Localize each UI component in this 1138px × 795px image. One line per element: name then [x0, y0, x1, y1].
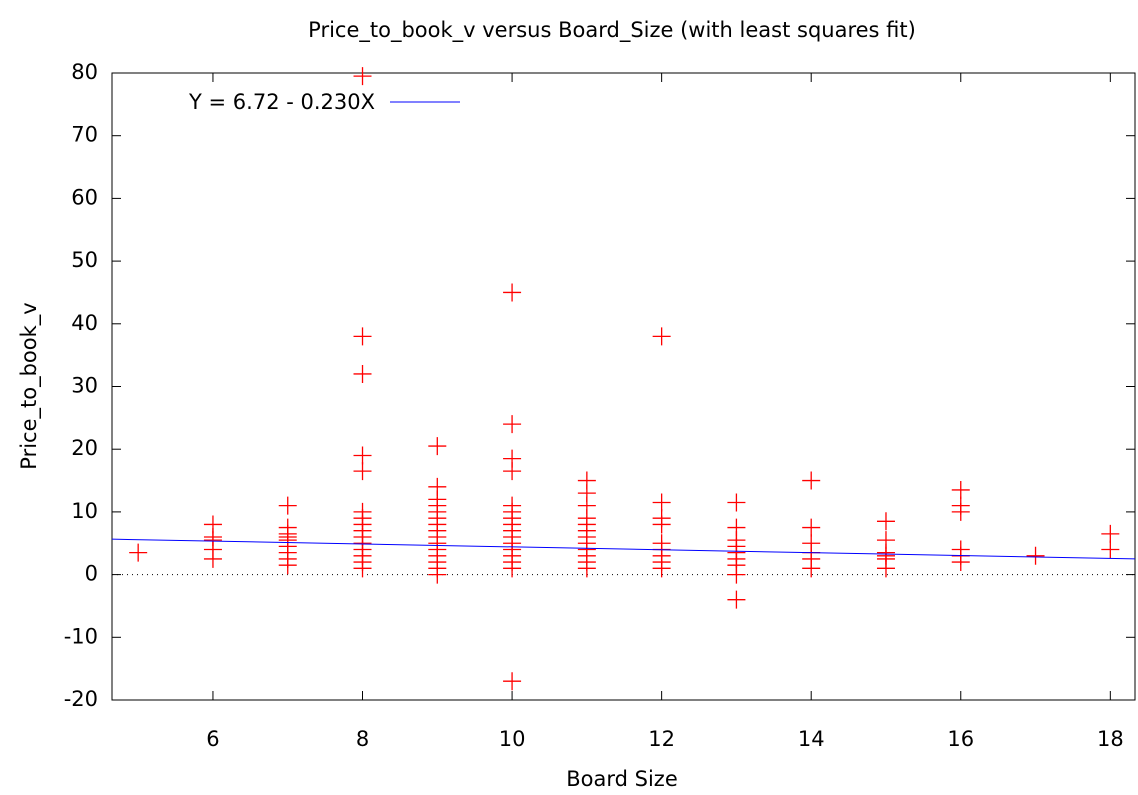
y-tick-label: -10	[64, 624, 98, 648]
point	[503, 672, 522, 691]
point	[802, 534, 821, 553]
point	[802, 518, 821, 537]
point	[577, 471, 596, 490]
point	[951, 496, 970, 515]
x-tick-label: 14	[798, 727, 825, 751]
plot-frame	[111, 72, 1136, 701]
point	[876, 531, 895, 550]
point	[876, 512, 895, 531]
point	[1101, 540, 1120, 559]
point	[727, 590, 746, 609]
point	[727, 518, 746, 537]
y-tick-label: -20	[64, 687, 98, 711]
point	[278, 518, 297, 537]
point	[802, 471, 821, 490]
point	[428, 477, 447, 496]
point	[129, 543, 148, 562]
y-tick-label: 20	[71, 436, 98, 460]
x-tick-label: 16	[947, 727, 974, 751]
y-tick-label: 60	[71, 185, 98, 209]
point	[652, 493, 671, 512]
x-tick-label: 12	[648, 727, 675, 751]
x-tick-label: 18	[1097, 727, 1124, 751]
point	[1026, 546, 1045, 565]
point	[428, 437, 447, 456]
point	[503, 415, 522, 434]
x-tick-label: 6	[206, 727, 219, 751]
x-tick-label: 10	[499, 727, 526, 751]
point	[353, 327, 372, 346]
y-tick-label: 80	[71, 60, 98, 84]
y-tick-label: 50	[71, 248, 98, 272]
y-tick-label: 70	[71, 123, 98, 147]
point	[278, 496, 297, 515]
x-axis-label: Board Size	[566, 767, 678, 791]
y-tick-label: 40	[71, 311, 98, 335]
chart-title: Price_to_book_v versus Board_Size (with …	[308, 18, 916, 43]
point	[503, 449, 522, 468]
y-axis-label: Price_to_book_v	[17, 302, 42, 469]
point	[353, 364, 372, 383]
point	[503, 496, 522, 515]
legend-label: Y = 6.72 - 0.230X	[188, 90, 375, 114]
point	[727, 493, 746, 512]
point	[353, 67, 372, 86]
point	[503, 283, 522, 302]
y-tick-label: 0	[85, 562, 98, 586]
point	[652, 534, 671, 553]
x-tick-label: 8	[356, 727, 369, 751]
point	[353, 446, 372, 465]
point	[652, 327, 671, 346]
point	[353, 462, 372, 481]
y-tick-label: 30	[71, 374, 98, 398]
point	[1101, 524, 1120, 543]
point	[951, 480, 970, 499]
point	[353, 502, 372, 521]
y-tick-label: 10	[71, 499, 98, 523]
fit-line	[111, 538, 1136, 560]
point	[652, 509, 671, 528]
point	[203, 515, 222, 534]
